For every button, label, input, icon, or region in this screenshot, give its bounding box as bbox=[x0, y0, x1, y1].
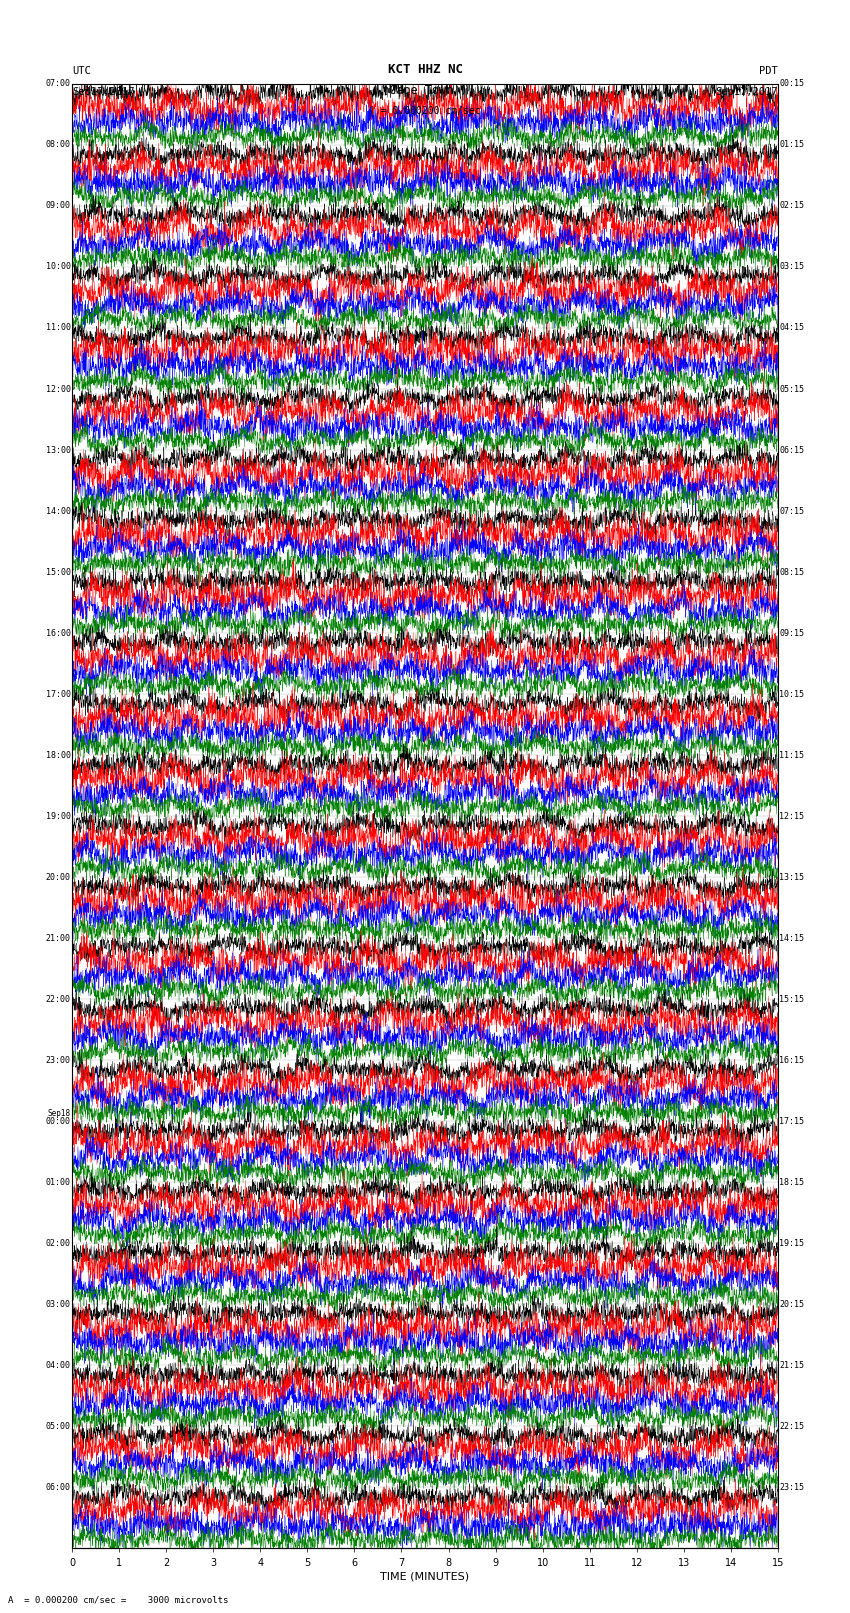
Text: 18:00: 18:00 bbox=[46, 750, 71, 760]
Text: 11:15: 11:15 bbox=[779, 750, 804, 760]
Text: 19:00: 19:00 bbox=[46, 811, 71, 821]
Text: 15:00: 15:00 bbox=[46, 568, 71, 576]
Text: KCT HHZ NC: KCT HHZ NC bbox=[388, 63, 462, 76]
Text: Sep17,2017: Sep17,2017 bbox=[715, 87, 778, 97]
Text: 01:15: 01:15 bbox=[779, 140, 804, 150]
Text: 04:00: 04:00 bbox=[46, 1361, 71, 1369]
Text: 17:15: 17:15 bbox=[779, 1116, 804, 1126]
Text: 14:15: 14:15 bbox=[779, 934, 804, 942]
Text: 05:15: 05:15 bbox=[779, 384, 804, 394]
Text: A  = 0.000200 cm/sec =    3000 microvolts: A = 0.000200 cm/sec = 3000 microvolts bbox=[8, 1595, 229, 1605]
Text: 22:00: 22:00 bbox=[46, 995, 71, 1003]
Text: 16:00: 16:00 bbox=[46, 629, 71, 637]
Text: Sep17,2017: Sep17,2017 bbox=[72, 87, 135, 97]
Text: 17:00: 17:00 bbox=[46, 690, 71, 698]
Text: 07:15: 07:15 bbox=[779, 506, 804, 516]
Text: 02:15: 02:15 bbox=[779, 202, 804, 210]
Text: (Cape Town ): (Cape Town ) bbox=[382, 84, 468, 97]
Text: 07:00: 07:00 bbox=[46, 79, 71, 89]
Text: 12:00: 12:00 bbox=[46, 384, 71, 394]
Text: | = 0.000200 cm/sec: | = 0.000200 cm/sec bbox=[369, 105, 481, 116]
Text: 20:00: 20:00 bbox=[46, 873, 71, 882]
Text: 02:00: 02:00 bbox=[46, 1239, 71, 1248]
Text: 22:15: 22:15 bbox=[779, 1423, 804, 1431]
Text: 09:00: 09:00 bbox=[46, 202, 71, 210]
Text: 06:15: 06:15 bbox=[779, 445, 804, 455]
Text: 11:00: 11:00 bbox=[46, 324, 71, 332]
Text: 10:15: 10:15 bbox=[779, 690, 804, 698]
Text: 23:15: 23:15 bbox=[779, 1482, 804, 1492]
Text: 01:00: 01:00 bbox=[46, 1177, 71, 1187]
Text: 18:15: 18:15 bbox=[779, 1177, 804, 1187]
X-axis label: TIME (MINUTES): TIME (MINUTES) bbox=[381, 1571, 469, 1582]
Text: 10:00: 10:00 bbox=[46, 263, 71, 271]
Text: 03:00: 03:00 bbox=[46, 1300, 71, 1308]
Text: 14:00: 14:00 bbox=[46, 506, 71, 516]
Text: 21:00: 21:00 bbox=[46, 934, 71, 942]
Text: 00:00: 00:00 bbox=[46, 1116, 71, 1126]
Text: Sep18: Sep18 bbox=[48, 1110, 71, 1118]
Text: 19:15: 19:15 bbox=[779, 1239, 804, 1248]
Text: 13:15: 13:15 bbox=[779, 873, 804, 882]
Text: 00:15: 00:15 bbox=[779, 79, 804, 89]
Text: 15:15: 15:15 bbox=[779, 995, 804, 1003]
Text: 16:15: 16:15 bbox=[779, 1057, 804, 1065]
Text: 05:00: 05:00 bbox=[46, 1423, 71, 1431]
Text: 13:00: 13:00 bbox=[46, 445, 71, 455]
Text: UTC: UTC bbox=[72, 66, 91, 76]
Text: 08:15: 08:15 bbox=[779, 568, 804, 576]
Text: 12:15: 12:15 bbox=[779, 811, 804, 821]
Text: 21:15: 21:15 bbox=[779, 1361, 804, 1369]
Text: 04:15: 04:15 bbox=[779, 324, 804, 332]
Text: 03:15: 03:15 bbox=[779, 263, 804, 271]
Text: 20:15: 20:15 bbox=[779, 1300, 804, 1308]
Text: 08:00: 08:00 bbox=[46, 140, 71, 150]
Text: 06:00: 06:00 bbox=[46, 1482, 71, 1492]
Text: 23:00: 23:00 bbox=[46, 1057, 71, 1065]
Text: 09:15: 09:15 bbox=[779, 629, 804, 637]
Text: PDT: PDT bbox=[759, 66, 778, 76]
